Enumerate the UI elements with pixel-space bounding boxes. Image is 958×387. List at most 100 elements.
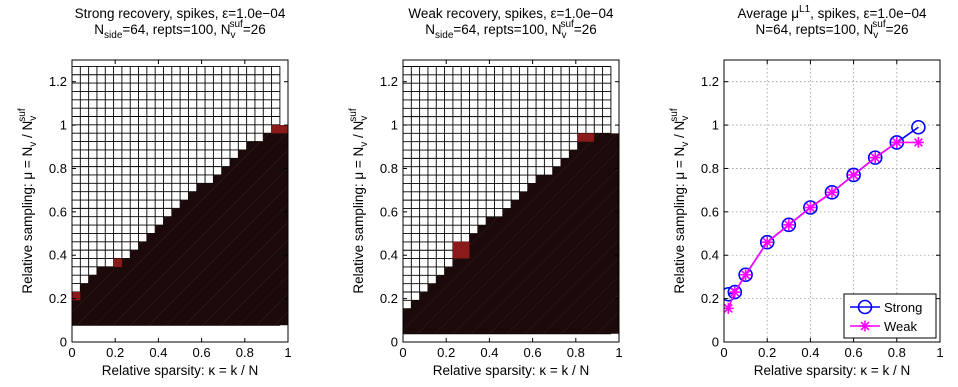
text-part: N=64, repts=100, N bbox=[755, 22, 873, 37]
data-point bbox=[848, 169, 860, 181]
text-part: / N bbox=[20, 121, 35, 142]
y-tick-label: 0.4 bbox=[49, 248, 67, 263]
chart-title-line: Average μL1, spikes, ε=1.0e−04 bbox=[737, 4, 927, 21]
x-tick-label: 0.6 bbox=[193, 345, 211, 360]
text-part: suf bbox=[17, 108, 28, 122]
hatch-line bbox=[444, 133, 619, 334]
text-part: side bbox=[104, 30, 123, 41]
series-weak bbox=[724, 136, 924, 314]
y-axis-label: Relative sampling: μ = Nv / Nvsuf bbox=[348, 108, 370, 294]
data-point bbox=[759, 234, 775, 250]
data-point bbox=[891, 136, 903, 148]
text-part: μ bbox=[791, 6, 799, 21]
hatch-line bbox=[480, 133, 619, 334]
chart-title-line: Weak recovery, spikes, ε=1.0e−04 bbox=[408, 6, 614, 21]
text-part: =1.0e−04 bbox=[228, 6, 286, 21]
x-axis-label: Relative sparsity: κ = k / N bbox=[102, 363, 258, 378]
text-part: Relative sampling: μ = N bbox=[672, 147, 687, 294]
y-axis-label: Relative sampling: μ = Nv / Nvsuf bbox=[17, 108, 39, 294]
hatch-line bbox=[77, 125, 288, 326]
y-tick-label: 0.2 bbox=[49, 291, 67, 306]
text-part: , spikes, bbox=[810, 6, 863, 21]
text-part: L1 bbox=[799, 4, 811, 15]
text-part: =1.0e−04 bbox=[557, 6, 615, 21]
y-tick-label: 0.8 bbox=[49, 161, 67, 176]
x-tick-label: 0.2 bbox=[106, 345, 124, 360]
chart-title-line: Nside=64, repts=100, Nvsuf=26 bbox=[94, 19, 265, 41]
text-part: Relative sampling: μ = N bbox=[20, 147, 35, 294]
x-tick-label: 1 bbox=[615, 345, 622, 360]
y-tick-label: 1 bbox=[391, 118, 398, 133]
text-part: ε bbox=[222, 6, 228, 21]
hatch-line bbox=[167, 125, 288, 326]
text-part: Weak recovery, spikes, bbox=[408, 6, 550, 21]
x-tick-label: 0.4 bbox=[801, 345, 819, 360]
x-tick-label: 0.2 bbox=[758, 345, 776, 360]
text-part: Relative sampling: μ = N bbox=[351, 147, 366, 294]
text-part: =1.0e−04 bbox=[869, 6, 927, 21]
text-part: v bbox=[680, 116, 691, 121]
axes-frame bbox=[723, 59, 941, 343]
text-part: ε bbox=[863, 6, 869, 21]
y-tick-label: 0.2 bbox=[701, 291, 719, 306]
x-axis-label: Relative sparsity: κ = k / N bbox=[754, 363, 910, 378]
data-point bbox=[740, 269, 752, 281]
legend-marker bbox=[859, 320, 871, 332]
text-part: =64, repts=100, N bbox=[122, 22, 230, 37]
y-tick-label: 1.2 bbox=[701, 74, 719, 89]
hatch-line bbox=[403, 133, 619, 334]
text-part: suf bbox=[560, 19, 574, 30]
text-part: =26 bbox=[886, 22, 909, 37]
data-point bbox=[738, 267, 753, 283]
text-part: v bbox=[359, 116, 370, 121]
x-tick-label: 0 bbox=[720, 345, 727, 360]
text-part: v bbox=[873, 30, 878, 41]
y-tick-label: 0.6 bbox=[380, 204, 398, 219]
text-part: / N bbox=[351, 121, 366, 142]
x-tick-label: 0 bbox=[399, 345, 406, 360]
plot-content bbox=[72, 65, 288, 326]
text-part: N bbox=[425, 22, 435, 37]
y-tick-label: 1 bbox=[60, 118, 67, 133]
svg-text:Relative sampling: μ = Nv / Nv: Relative sampling: μ = Nv / Nvsuf bbox=[348, 108, 370, 294]
legend: Strong Weak bbox=[843, 293, 937, 339]
text-part: v bbox=[230, 30, 235, 41]
axes-frame bbox=[71, 59, 289, 343]
svg-text:Relative sampling: μ = Nv / Nv: Relative sampling: μ = Nv / Nvsuf bbox=[669, 108, 691, 294]
legend-label: Strong bbox=[884, 300, 922, 315]
hatch-line bbox=[552, 133, 619, 334]
hatch-line bbox=[203, 125, 288, 326]
y-tick-label: 0 bbox=[712, 335, 719, 350]
x-tick-label: 0 bbox=[68, 345, 75, 360]
x-tick-label: 0.8 bbox=[567, 345, 585, 360]
x-tick-label: 0.8 bbox=[236, 345, 254, 360]
partial-cell bbox=[271, 125, 288, 134]
hatch-line bbox=[516, 133, 619, 334]
y-tick-label: 1 bbox=[712, 118, 719, 133]
text-part: side bbox=[435, 30, 454, 41]
hatch-line bbox=[131, 125, 288, 326]
y-tick-label: 0.8 bbox=[380, 161, 398, 176]
text-part: ε bbox=[550, 6, 556, 21]
chart-title-line: Nside=64, repts=100, Nvsuf=26 bbox=[425, 19, 596, 41]
text-part: suf bbox=[669, 108, 680, 122]
hatch-line bbox=[149, 125, 288, 326]
text-part: =26 bbox=[574, 22, 597, 37]
average-mu-chart: 0 0.2 0.4 0.6 0.8 1 0 0.2 0.4 0.6 0.8 1 1.2 Relative … bbox=[669, 4, 944, 378]
y-tick-label: 0 bbox=[391, 335, 398, 350]
hatch-line bbox=[426, 133, 619, 334]
data-point bbox=[911, 119, 926, 135]
partial-cell bbox=[113, 258, 122, 267]
data-point bbox=[912, 136, 924, 148]
text-part: v bbox=[28, 142, 39, 147]
data-point bbox=[761, 236, 773, 248]
x-tick-label: 1 bbox=[936, 345, 943, 360]
svg-text:Relative sampling: μ = Nv / Nv: Relative sampling: μ = Nv / Nvsuf bbox=[17, 108, 39, 294]
data-point bbox=[869, 152, 881, 164]
y-tick-label: 1.2 bbox=[49, 74, 67, 89]
text-part: Strong recovery, spikes, bbox=[75, 6, 223, 21]
hatch-line bbox=[72, 125, 288, 326]
y-axis-label: Relative sampling: μ = Nv / Nvsuf bbox=[669, 108, 691, 294]
x-tick-label: 0.6 bbox=[845, 345, 863, 360]
